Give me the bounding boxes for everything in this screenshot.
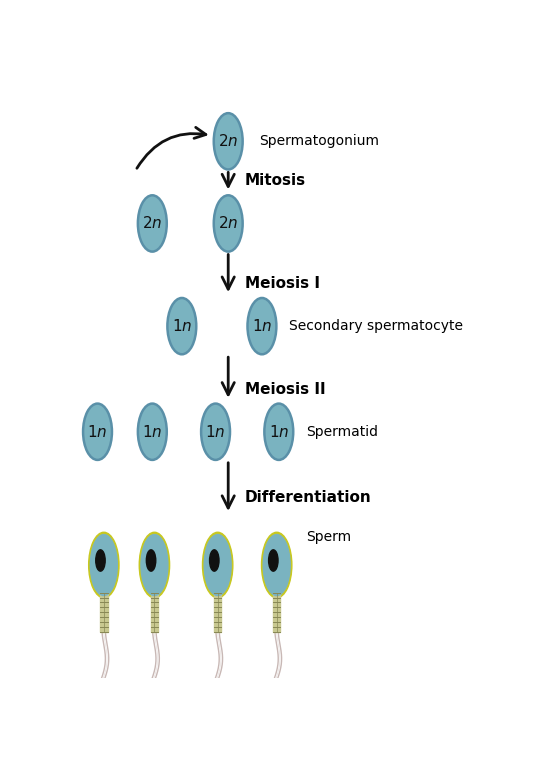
- Bar: [100, 593, 108, 632]
- Bar: [151, 593, 158, 632]
- Text: Mitosis: Mitosis: [245, 173, 306, 188]
- Ellipse shape: [269, 550, 278, 572]
- Ellipse shape: [83, 404, 112, 460]
- Ellipse shape: [168, 298, 196, 354]
- Text: Sperm: Sperm: [306, 530, 351, 544]
- Text: $1n$: $1n$: [172, 319, 192, 334]
- Ellipse shape: [201, 404, 230, 460]
- Text: $2n$: $2n$: [142, 216, 163, 232]
- Text: Secondary spermatocyte: Secondary spermatocyte: [289, 319, 463, 333]
- Ellipse shape: [139, 533, 170, 598]
- Ellipse shape: [263, 535, 290, 596]
- Text: Meiosis II: Meiosis II: [245, 382, 326, 397]
- Ellipse shape: [138, 195, 167, 251]
- Ellipse shape: [89, 533, 119, 598]
- Ellipse shape: [90, 535, 118, 596]
- Text: Spermatid: Spermatid: [306, 424, 378, 439]
- Ellipse shape: [214, 195, 243, 251]
- Ellipse shape: [209, 550, 219, 572]
- Text: $1n$: $1n$: [269, 424, 289, 440]
- Ellipse shape: [264, 404, 293, 460]
- Text: Differentiation: Differentiation: [245, 490, 372, 505]
- Ellipse shape: [141, 535, 168, 596]
- Bar: [273, 593, 281, 632]
- Text: $2n$: $2n$: [218, 133, 238, 149]
- Ellipse shape: [248, 298, 276, 354]
- Ellipse shape: [96, 550, 105, 572]
- Ellipse shape: [214, 113, 243, 169]
- Text: Spermatogonium: Spermatogonium: [259, 134, 380, 149]
- Text: $1n$: $1n$: [142, 424, 163, 440]
- Text: $1n$: $1n$: [252, 319, 272, 334]
- Bar: [214, 593, 221, 632]
- Ellipse shape: [138, 404, 167, 460]
- Text: Meiosis I: Meiosis I: [245, 277, 320, 291]
- Text: $1n$: $1n$: [88, 424, 108, 440]
- Text: $1n$: $1n$: [206, 424, 226, 440]
- Ellipse shape: [202, 533, 233, 598]
- Ellipse shape: [262, 533, 292, 598]
- Ellipse shape: [146, 550, 156, 572]
- Text: $2n$: $2n$: [218, 216, 238, 232]
- Ellipse shape: [204, 535, 231, 596]
